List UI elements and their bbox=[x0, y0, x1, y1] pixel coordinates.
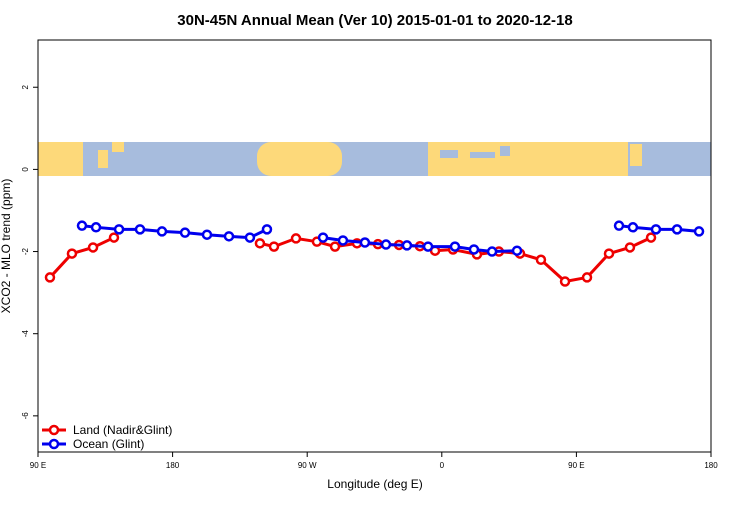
data-point bbox=[268, 241, 280, 252]
y-tick-label: 0 bbox=[21, 167, 30, 172]
data-point bbox=[511, 245, 523, 256]
data-point bbox=[179, 227, 191, 238]
data-point bbox=[422, 241, 434, 252]
legend-marker bbox=[48, 438, 60, 450]
data-point bbox=[380, 239, 392, 250]
x-tick-label: 0 bbox=[440, 461, 445, 470]
data-point bbox=[201, 229, 213, 240]
y-tick-label: -2 bbox=[21, 247, 30, 255]
data-point bbox=[134, 224, 146, 235]
data-point bbox=[156, 226, 168, 237]
data-point bbox=[66, 248, 78, 259]
x-tick-label: 180 bbox=[704, 461, 718, 470]
data-point bbox=[113, 224, 125, 235]
data-point bbox=[87, 242, 99, 253]
y-axis-label: XCO2 - MLO trend (ppm) bbox=[0, 179, 13, 314]
data-point bbox=[254, 238, 266, 249]
y-tick-label: -6 bbox=[21, 412, 30, 420]
x-tick-label: 90 E bbox=[30, 461, 46, 470]
data-point bbox=[108, 232, 120, 243]
series-line bbox=[322, 236, 518, 254]
data-point bbox=[290, 233, 302, 244]
data-point bbox=[244, 232, 256, 243]
data-point bbox=[401, 240, 413, 251]
plot-frame bbox=[37, 39, 712, 453]
data-point bbox=[645, 232, 657, 243]
data-point bbox=[613, 220, 625, 231]
legend-label: Land (Nadir&Glint) bbox=[73, 423, 172, 437]
x-tick-label: 90 W bbox=[298, 461, 317, 470]
data-point bbox=[468, 244, 480, 255]
data-point bbox=[76, 220, 88, 231]
x-axis-label: Longitude (deg E) bbox=[327, 477, 422, 491]
data-point bbox=[44, 272, 56, 283]
data-point bbox=[581, 272, 593, 283]
legend-label: Ocean (Glint) bbox=[73, 437, 144, 451]
data-point bbox=[650, 224, 662, 235]
data-point bbox=[359, 237, 371, 248]
map-strip bbox=[38, 142, 711, 176]
data-point bbox=[317, 232, 329, 243]
y-tick-label: 2 bbox=[21, 84, 30, 89]
data-point bbox=[603, 248, 615, 259]
data-point bbox=[627, 222, 639, 233]
chart-title: 30N-45N Annual Mean (Ver 10) 2015-01-01 … bbox=[177, 12, 572, 29]
x-tick-label: 180 bbox=[166, 461, 180, 470]
data-point bbox=[449, 241, 461, 252]
data-point bbox=[329, 241, 341, 252]
x-tick-label: 90 E bbox=[568, 461, 584, 470]
data-point bbox=[559, 276, 571, 287]
legend-marker bbox=[48, 424, 60, 436]
data-point bbox=[671, 224, 683, 235]
data-point bbox=[90, 222, 102, 233]
data-point bbox=[223, 231, 235, 242]
data-point bbox=[486, 246, 498, 257]
data-point bbox=[337, 235, 349, 246]
series-line bbox=[48, 236, 115, 279]
data-point bbox=[535, 254, 547, 266]
data-point bbox=[261, 224, 273, 235]
data-point bbox=[624, 242, 636, 253]
y-tick-label: -4 bbox=[21, 330, 30, 338]
series-line bbox=[81, 224, 268, 240]
data-point bbox=[693, 226, 705, 237]
